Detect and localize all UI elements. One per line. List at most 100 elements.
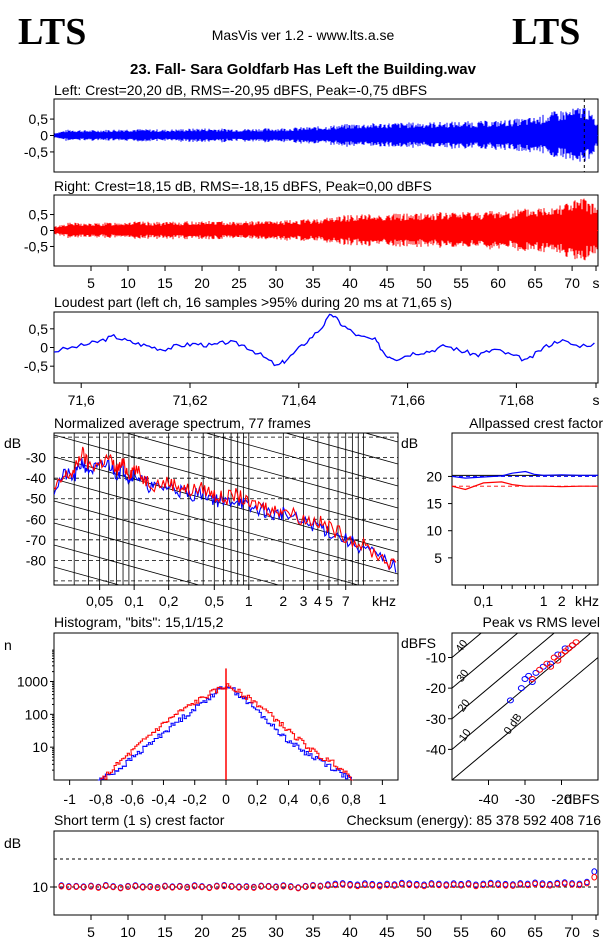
loudest-xtick-label: 71,64 [281,392,316,408]
right-wave-ytick-label: -0,5 [24,238,48,254]
checksum: Checksum (energy): 85 378 592 408 716 [347,812,602,828]
spectrum-slope-line [54,325,398,420]
crest-xtick-label: 65 [527,924,543,940]
peak-rms-frame [452,633,598,780]
crest-xtick-label: 55 [453,924,469,940]
peak-rms-diagonal-label: 10 [457,727,474,744]
right-wave-signal [55,199,597,261]
left-wave-signal [55,108,597,162]
allpassed-xtick-label: kHz [575,593,599,609]
histogram-ylabel: n [4,637,12,653]
spectrum-slope-line [54,193,398,288]
spectrum-slope-line [54,479,398,574]
spectrum-xtick-label: 1 [245,593,253,609]
crest-xtick-label: 60 [490,924,506,940]
histogram-title: Histogram, "bits": 15,1/15,2 [54,614,224,630]
crest-xtick-label: 20 [194,924,210,940]
spectrum-xtick-label: 7 [342,593,350,609]
allpassed-ytick-label: 15 [426,496,442,512]
peak-rms-diagonal-label: 0 dB [502,711,525,736]
histogram-ytick-label: 10 [32,739,48,755]
time-tick-label: 60 [490,275,506,291]
histogram-xtick-label: 0,2 [248,791,268,807]
loudest-xtick-label: 71,6 [68,392,95,408]
loudest-xtick-label: 71,66 [390,392,425,408]
spectrum-ytick-label: -60 [26,511,46,527]
histogram-xtick-label: 0,8 [341,791,361,807]
histogram-xtick-label: 0,4 [279,791,299,807]
time-tick-label: 35 [305,275,321,291]
right-wave-ytick-label: 0 [40,223,48,239]
spectrum-slope-line [54,391,398,486]
histogram-xtick-label: 1 [378,791,386,807]
allpassed-ytick-label: 20 [426,468,442,484]
histogram-xtick-label: -0,4 [151,791,175,807]
spectrum-data [54,447,396,573]
peak-rms-point-left [526,673,532,678]
spectrum-ytick-label: -40 [26,470,46,486]
peak-rms-ytick-label: -30 [426,711,446,727]
app-title: MasVis ver 1.2 - www.lts.a.se [212,27,395,43]
time-tick-label: s [593,275,600,291]
histogram-xtick-label: -0,2 [183,791,207,807]
left-title: Left: Crest=20,20 dB, RMS=-20,95 dBFS, P… [54,82,427,98]
allpassed-ylabel: dB [401,435,418,451]
peak-rms-ytick-label: -20 [426,680,446,696]
spectrum-xtick-label: 3 [300,593,308,609]
allpassed-ytick-label: 5 [434,550,442,566]
loudest-xtick-label: 71,62 [172,392,207,408]
peak-rms-point-right [569,643,575,648]
crest-point-left [592,869,597,875]
crest-xtick-label: 30 [268,924,284,940]
histogram-xtick-label: 0,6 [310,791,330,807]
allpassed-series-left [452,472,598,479]
histogram-xtick-label: -1 [63,791,76,807]
crest-xtick-label: 15 [157,924,173,940]
peak-rms-point-right [566,646,572,651]
histogram-xtick-label: -0,6 [120,791,144,807]
histogram-series-right [101,684,353,780]
spectrum-ytick-label: -30 [26,450,46,466]
logo-right: LTS [512,11,580,53]
loudest-frame [54,312,598,383]
loudest-xtick-label: s [593,392,600,408]
peak-rms-point-left [522,676,528,681]
peak-rms-point-right [544,661,550,666]
spectrum-xtick-label: 5 [325,593,333,609]
histogram-xtick-label: 0 [222,791,230,807]
logo-left: LTS [18,11,86,53]
peak-rms-point-right [562,649,568,654]
spectrum-xtick-label: 4 [314,593,322,609]
time-tick-label: 55 [453,275,469,291]
crest-ylabel: dB [4,835,21,851]
peak-rms-point-right [537,667,543,672]
time-tick-label: 25 [231,275,247,291]
crest-xtick-label: 5 [87,924,95,940]
spectrum-slope-line [54,435,398,530]
peak-rms-title: Peak vs RMS level [483,614,600,630]
histogram-ytick-label: 100 [25,706,49,722]
loudest-xtick-label: 71,68 [499,392,534,408]
peak-rms-point-right [529,676,535,681]
spectrum-xtick-label: kHz [372,593,396,609]
crest-xtick-label: 70 [564,924,580,940]
crest-title: Short term (1 s) crest factor [54,812,225,828]
allpassed-ytick-label: 10 [426,523,442,539]
peak-rms-point-right [551,655,557,660]
spectrum-xtick-label: 0,5 [205,593,225,609]
time-tick-label: 70 [564,275,580,291]
peak-rms-point-right [573,640,579,645]
peak-rms-diagonal-label: 30 [455,668,472,685]
peak-rms-point-left [533,670,539,675]
spectrum-title: Normalized average spectrum, 77 frames [54,415,311,431]
crest-xtick-label: 35 [305,924,321,940]
allpassed-title: Allpassed crest factor [469,415,603,431]
spectrum-xtick-label: 0,05 [86,593,113,609]
allpassed-xtick-label: 0,1 [474,593,494,609]
